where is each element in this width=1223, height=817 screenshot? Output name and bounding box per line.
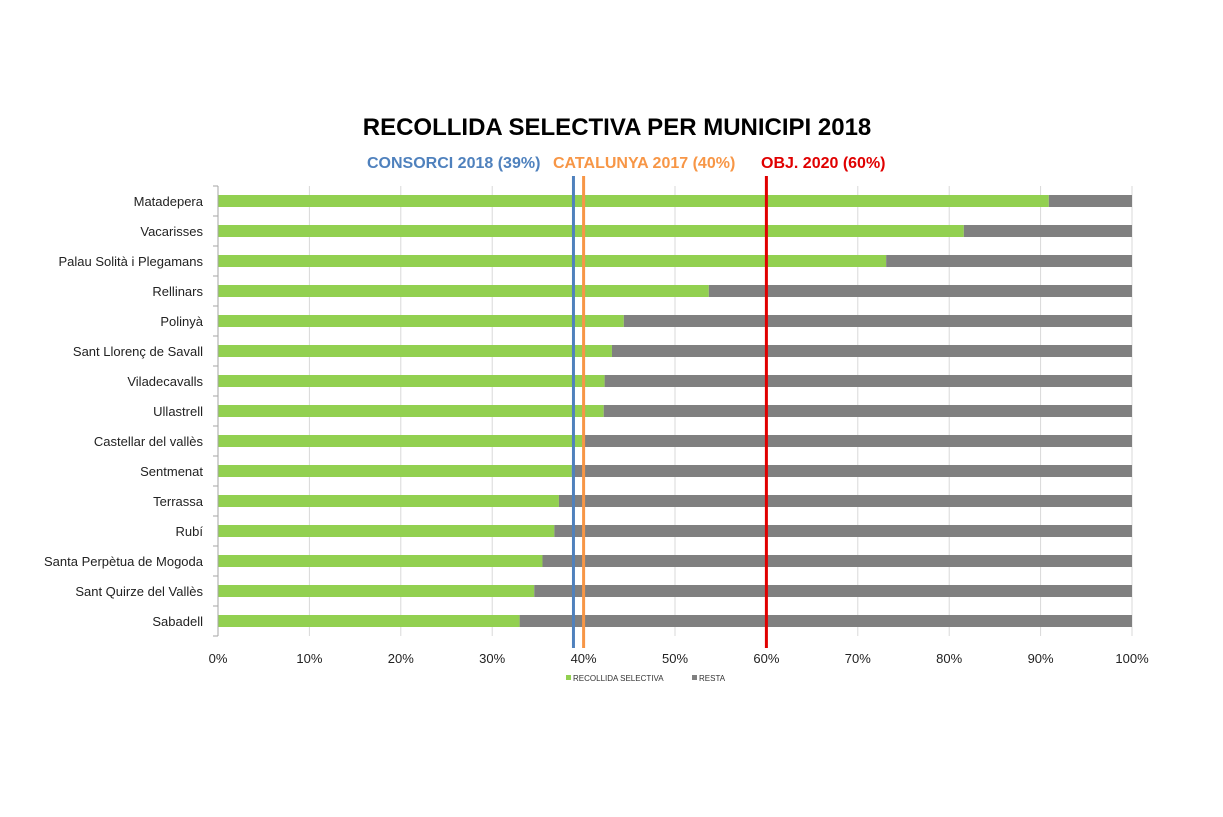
- bar-recollida-selectiva: [218, 255, 887, 267]
- bar-recollida-selectiva: [218, 555, 543, 567]
- bar-resta: [542, 555, 1132, 567]
- bar-resta: [708, 285, 1132, 297]
- x-tick-label: 70%: [845, 651, 871, 666]
- bar-resta: [583, 435, 1132, 447]
- bar-recollida-selectiva: [218, 585, 535, 597]
- legend-swatch: [692, 675, 697, 680]
- bar-resta: [534, 585, 1132, 597]
- x-tick-label: 60%: [753, 651, 779, 666]
- reference-line-label: CONSORCI 2018 (39%): [367, 155, 540, 172]
- category-label: Terrassa: [153, 494, 204, 509]
- bar-recollida-selectiva: [218, 615, 520, 627]
- category-label: Ullastrell: [153, 404, 203, 419]
- category-label: Sant Llorenç de Savall: [73, 344, 203, 359]
- x-tick-label: 100%: [1115, 651, 1149, 666]
- bar-recollida-selectiva: [218, 435, 584, 447]
- category-label: Polinyà: [160, 314, 203, 329]
- bar-resta: [558, 495, 1132, 507]
- bar-resta: [611, 345, 1132, 357]
- category-label: Sentmenat: [140, 464, 203, 479]
- bar-resta: [886, 255, 1132, 267]
- bar-recollida-selectiva: [218, 495, 559, 507]
- bar-resta: [571, 465, 1132, 477]
- x-tick-label: 20%: [388, 651, 414, 666]
- legend-label: RECOLLIDA SELECTIVA: [573, 674, 664, 683]
- reference-line-label: CATALUNYA 2017 (40%): [553, 155, 735, 172]
- x-tick-label: 0%: [209, 651, 228, 666]
- bar-recollida-selectiva: [218, 375, 605, 387]
- bar-recollida-selectiva: [218, 465, 572, 477]
- bar-resta: [1048, 195, 1132, 207]
- legend-label: RESTA: [699, 674, 726, 683]
- category-label: Sabadell: [152, 614, 203, 629]
- category-label: Rellinars: [152, 284, 203, 299]
- bar-recollida-selectiva: [218, 525, 555, 537]
- chart-title: RECOLLIDA SELECTIVA PER MUNICIPI 2018: [363, 114, 872, 141]
- category-label: Vacarisses: [140, 224, 203, 239]
- category-label: Viladecavalls: [127, 374, 203, 389]
- bar-resta: [623, 315, 1132, 327]
- x-tick-label: 90%: [1028, 651, 1054, 666]
- legend-swatch: [566, 675, 571, 680]
- reference-line-label: OBJ. 2020 (60%): [761, 155, 886, 172]
- bar-resta: [604, 375, 1132, 387]
- category-label: Sant Quirze del Vallès: [75, 584, 203, 599]
- bar-recollida-selectiva: [218, 315, 624, 327]
- category-label: Castellar del vallès: [94, 434, 204, 449]
- bar-recollida-selectiva: [218, 345, 612, 357]
- x-tick-label: 30%: [479, 651, 505, 666]
- bar-resta: [963, 225, 1132, 237]
- category-label: Palau Solità i Plegamans: [58, 254, 203, 269]
- bar-resta: [603, 405, 1132, 417]
- bar-recollida-selectiva: [218, 405, 604, 417]
- bar-resta: [554, 525, 1132, 537]
- bar-recollida-selectiva: [218, 195, 1049, 207]
- category-label: Matadepera: [134, 194, 204, 209]
- x-tick-label: 40%: [571, 651, 597, 666]
- bar-recollida-selectiva: [218, 225, 964, 237]
- x-tick-label: 80%: [936, 651, 962, 666]
- bar-recollida-selectiva: [218, 285, 709, 297]
- x-tick-label: 50%: [662, 651, 688, 666]
- category-label: Rubí: [176, 524, 204, 539]
- x-tick-label: 10%: [296, 651, 322, 666]
- category-label: Santa Perpètua de Mogoda: [44, 554, 204, 569]
- bar-resta: [519, 615, 1132, 627]
